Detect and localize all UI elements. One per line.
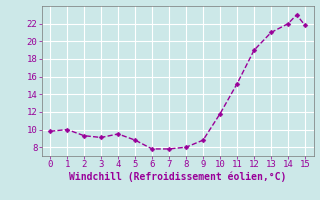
- X-axis label: Windchill (Refroidissement éolien,°C): Windchill (Refroidissement éolien,°C): [69, 172, 286, 182]
